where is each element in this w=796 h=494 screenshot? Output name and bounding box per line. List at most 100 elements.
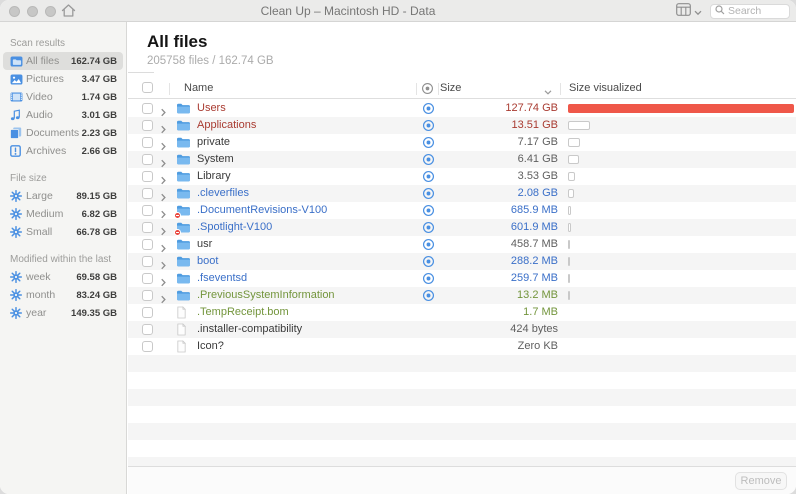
scan-target-icon[interactable]: [422, 187, 435, 205]
restricted-badge-icon: [174, 212, 181, 219]
table-row[interactable]: .PreviousSystemInformation 13.2 MB: [128, 287, 796, 304]
window-title: Clean Up – Macintosh HD - Data: [260, 4, 436, 18]
chevron-right-icon[interactable]: [160, 172, 167, 190]
sidebar-item-video[interactable]: Video 1.74 GB: [3, 88, 123, 106]
table-row[interactable]: usr 458.7 MB: [128, 236, 796, 253]
audio-icon: [10, 109, 26, 121]
row-checkbox[interactable]: [142, 205, 153, 216]
table-row[interactable]: .DocumentRevisions-V100 685.9 MB: [128, 202, 796, 219]
sidebar-item-month[interactable]: month 83.24 GB: [3, 286, 123, 304]
column-divider: [438, 83, 439, 95]
scan-target-icon[interactable]: [422, 119, 435, 137]
remove-button[interactable]: Remove: [735, 472, 787, 490]
row-checkbox[interactable]: [142, 171, 153, 182]
sidebar-item-size: 66.78 GB: [76, 226, 117, 238]
chevron-right-icon[interactable]: [160, 155, 167, 173]
row-checkbox[interactable]: [142, 222, 153, 233]
chevron-right-icon[interactable]: [160, 223, 167, 241]
row-checkbox[interactable]: [142, 273, 153, 284]
table-row[interactable]: Library 3.53 GB: [128, 168, 796, 185]
scan-target-icon[interactable]: [422, 153, 435, 171]
column-header-name[interactable]: Name: [184, 82, 214, 94]
scan-target-icon[interactable]: [422, 221, 435, 239]
chevron-right-icon[interactable]: [160, 257, 167, 275]
column-header-size[interactable]: Size: [440, 82, 462, 94]
chevron-right-icon[interactable]: [160, 104, 167, 122]
scan-target-icon[interactable]: [422, 204, 435, 222]
chevron-right-icon[interactable]: [160, 138, 167, 156]
file-name: usr: [197, 238, 213, 250]
search-input[interactable]: [728, 5, 785, 17]
scan-target-icon[interactable]: [422, 136, 435, 154]
column-header-size-visualized[interactable]: Size visualized: [569, 82, 642, 94]
table-row[interactable]: Users 127.74 GB: [128, 100, 796, 117]
minimize-button[interactable]: [27, 6, 38, 17]
sidebar-item-week[interactable]: week 69.58 GB: [3, 268, 123, 286]
file-name: .TempReceipt.bom: [197, 306, 289, 318]
row-checkbox[interactable]: [142, 188, 153, 199]
home-button[interactable]: [58, 3, 78, 20]
sidebar-item-size: 6.82 GB: [81, 208, 117, 220]
close-button[interactable]: [9, 6, 20, 17]
chevron-right-icon[interactable]: [160, 240, 167, 258]
sidebar-item-size: 162.74 GB: [71, 55, 117, 67]
table-row[interactable]: private 7.17 GB: [128, 134, 796, 151]
file-size: 601.9 MB: [510, 221, 558, 233]
file-size: 424 bytes: [510, 323, 558, 335]
table-row[interactable]: .TempReceipt.bom 1.7 MB: [128, 304, 796, 321]
folder-icon: [176, 238, 191, 251]
table-row[interactable]: .cleverfiles 2.08 GB: [128, 185, 796, 202]
file-size: Zero KB: [517, 340, 558, 352]
row-checkbox[interactable]: [142, 341, 153, 352]
table-row[interactable]: .installer-compatibility 424 bytes: [128, 321, 796, 338]
sidebar-item-archives[interactable]: Archives 2.66 GB: [3, 142, 123, 160]
table-row[interactable]: boot 288.2 MB: [128, 253, 796, 270]
sidebar-item-medium[interactable]: Medium 6.82 GB: [3, 205, 123, 223]
chevron-right-icon[interactable]: [160, 206, 167, 224]
table-footer: Remove: [128, 466, 796, 494]
file-name: System: [197, 153, 234, 165]
row-checkbox[interactable]: [142, 307, 153, 318]
row-checkbox[interactable]: [142, 256, 153, 267]
table-row[interactable]: Icon? Zero KB: [128, 338, 796, 355]
chevron-right-icon[interactable]: [160, 291, 167, 309]
file-name: .Spotlight-V100: [197, 221, 273, 233]
search-box[interactable]: [710, 2, 790, 20]
row-checkbox[interactable]: [142, 103, 153, 114]
sidebar-item-documents[interactable]: Documents 2.23 GB: [3, 124, 123, 142]
row-checkbox[interactable]: [142, 239, 153, 250]
table-row[interactable]: System 6.41 GB: [128, 151, 796, 168]
table-row[interactable]: .fseventsd 259.7 MB: [128, 270, 796, 287]
scan-target-icon[interactable]: [422, 238, 435, 256]
sidebar-item-large[interactable]: Large 89.15 GB: [3, 187, 123, 205]
sidebar-item-all-files[interactable]: All files 162.74 GB: [3, 52, 123, 70]
chevron-right-icon[interactable]: [160, 121, 167, 139]
sidebar-item-pictures[interactable]: Pictures 3.47 GB: [3, 70, 123, 88]
chevron-right-icon[interactable]: [160, 189, 167, 207]
row-checkbox[interactable]: [142, 154, 153, 165]
sidebar-item-size: 2.66 GB: [81, 145, 117, 157]
sidebar-item-year[interactable]: year 149.35 GB: [3, 304, 123, 322]
scan-target-icon[interactable]: [422, 170, 435, 188]
scan-target-icon[interactable]: [422, 102, 435, 120]
search-icon: [715, 2, 725, 20]
scan-target-icon[interactable]: [422, 255, 435, 273]
zoom-button[interactable]: [45, 6, 56, 17]
row-checkbox[interactable]: [142, 120, 153, 131]
row-checkbox[interactable]: [142, 137, 153, 148]
chevron-right-icon[interactable]: [160, 274, 167, 292]
row-checkbox[interactable]: [142, 290, 153, 301]
sidebar-item-audio[interactable]: Audio 3.01 GB: [3, 106, 123, 124]
documents-icon: [10, 127, 26, 139]
archives-icon: [10, 145, 26, 157]
table-row[interactable]: .Spotlight-V100 601.9 MB: [128, 219, 796, 236]
file-icon: [176, 306, 191, 319]
sort-chevron-icon[interactable]: [544, 86, 552, 98]
scan-target-icon[interactable]: [422, 289, 435, 307]
view-options-button[interactable]: [676, 3, 702, 19]
row-checkbox[interactable]: [142, 324, 153, 335]
scan-target-icon[interactable]: [422, 272, 435, 290]
select-all-checkbox[interactable]: [142, 82, 153, 93]
table-row[interactable]: Applications 13.51 GB: [128, 117, 796, 134]
sidebar-item-small[interactable]: Small 66.78 GB: [3, 223, 123, 241]
